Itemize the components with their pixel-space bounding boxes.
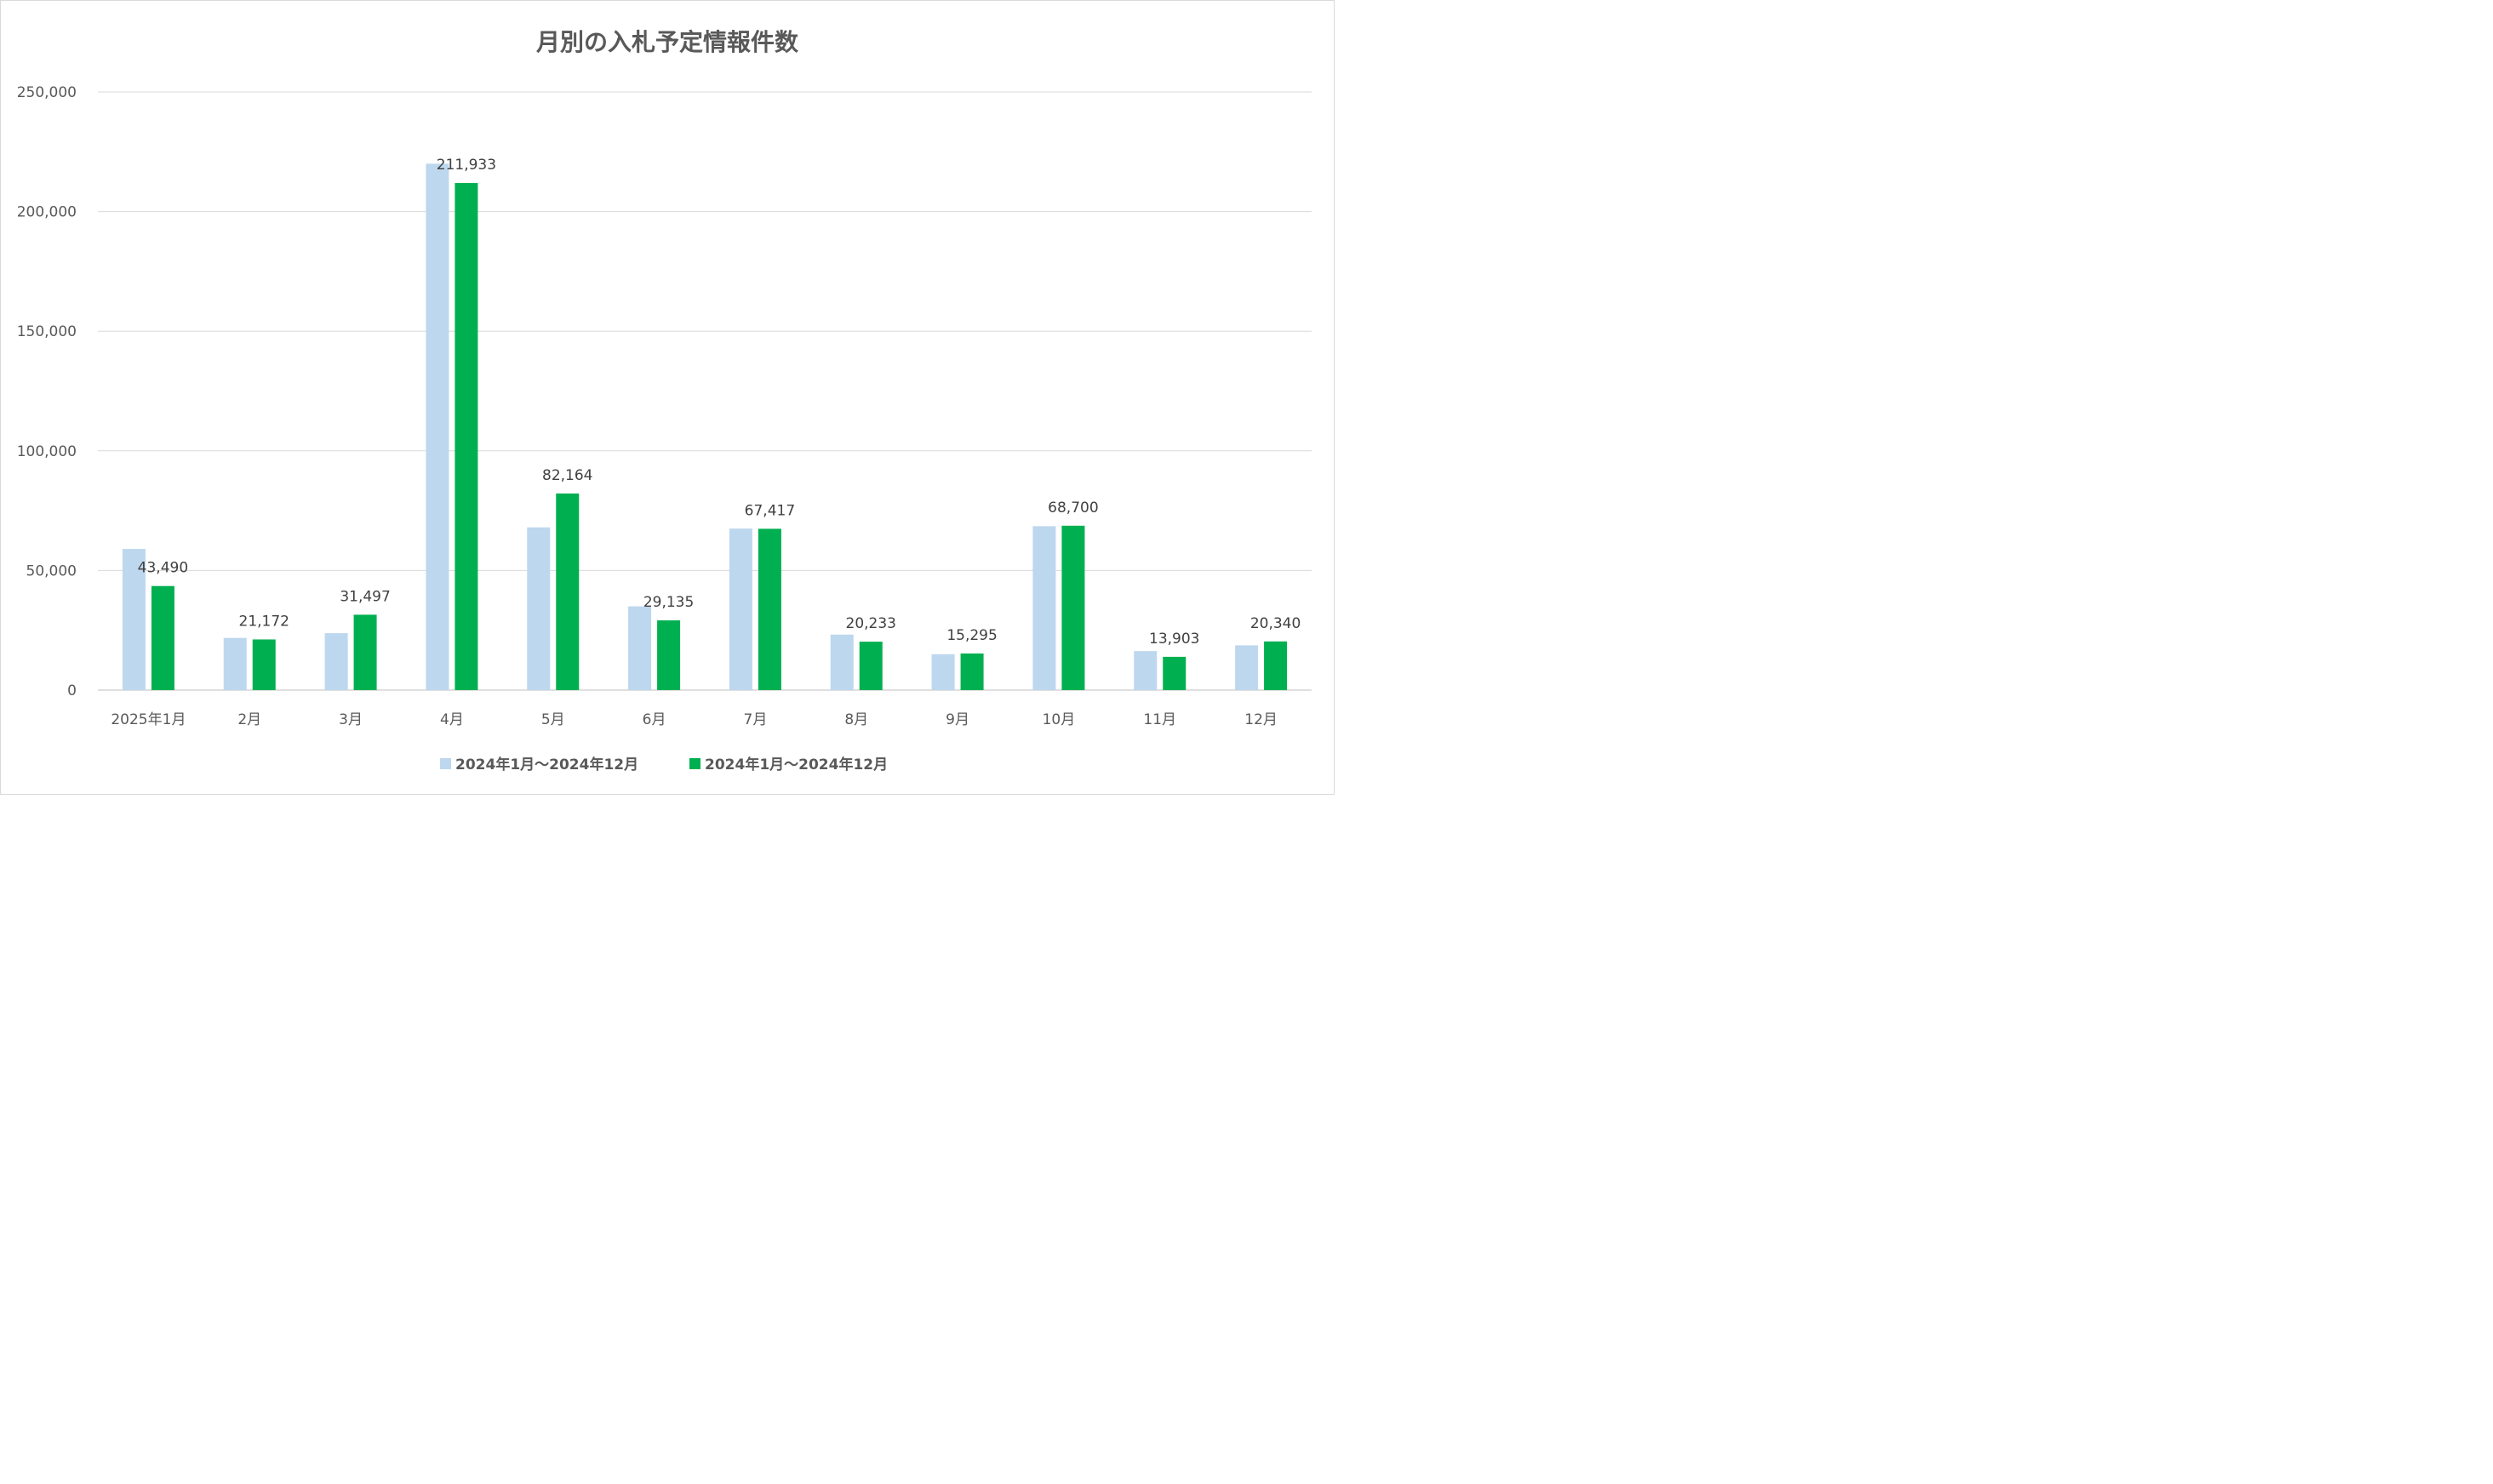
x-tick-label: 11月 [1143, 711, 1176, 728]
data-labels: 43,490 21,172 31,497 211,933 82,164 29,135 67,… [138, 157, 1301, 648]
bar-series-2 [455, 183, 478, 690]
legend-entry: 2024年1月～2024年12月 [705, 756, 888, 773]
bar-series-1 [527, 527, 551, 690]
bar-series-1 [1134, 651, 1158, 690]
chart-title: 月別の入札予定情報件数 [535, 28, 799, 56]
bar-series-1 [122, 549, 146, 690]
legend: 2024年1月～2024年12月 2024年1月～2024年12月 [440, 756, 888, 773]
gridlines [98, 91, 1312, 691]
x-tick-label: 4月 [440, 711, 464, 728]
bar-series-1 [223, 637, 247, 690]
bar-series-2 [1061, 525, 1085, 690]
x-tick-label: 2月 [237, 711, 261, 728]
y-tick-label: 200,000 [17, 204, 77, 221]
bar-series-2 [1163, 656, 1186, 690]
x-tick-label: 10月 [1043, 711, 1076, 728]
data-label: 211,933 [437, 157, 496, 174]
bar-series-1 [729, 528, 752, 690]
x-tick-label: 5月 [541, 711, 565, 728]
legend-swatch [689, 758, 700, 769]
y-tick-label: 150,000 [17, 323, 77, 340]
bar-series-2 [758, 528, 781, 690]
bar-series-2 [353, 614, 377, 690]
x-tick-label: 2025年1月 [111, 711, 186, 728]
bar-series-1 [324, 633, 348, 690]
x-tick-label: 3月 [339, 711, 363, 728]
data-label: 82,164 [542, 467, 592, 484]
data-label: 13,903 [1149, 631, 1199, 648]
bar-series-2 [252, 639, 276, 690]
chart-area: 月別の入札予定情報件数 0 50,000 100,000 150,000 200,000… [0, 0, 1335, 795]
x-tick-label: 12月 [1244, 711, 1278, 728]
bar-chart: 月別の入札予定情報件数 0 50,000 100,000 150,000 200,000… [17, 28, 1312, 773]
data-label: 15,295 [946, 627, 997, 644]
bars [122, 163, 1288, 691]
bar-series-1 [628, 606, 652, 690]
x-tick-label: 9月 [946, 711, 969, 728]
y-tick-label: 250,000 [17, 84, 77, 101]
bar-series-2 [657, 620, 681, 690]
x-tick-label: 8月 [844, 711, 868, 728]
y-tick-label: 100,000 [17, 443, 77, 460]
bar-series-2 [859, 642, 883, 690]
data-label: 31,497 [340, 588, 390, 605]
data-label: 21,172 [239, 613, 289, 630]
x-tick-label: 7月 [744, 711, 768, 728]
bar-series-2 [556, 493, 580, 690]
bar-series-1 [1235, 645, 1259, 690]
data-label: 43,490 [138, 560, 188, 577]
bar-series-2 [1264, 641, 1288, 690]
legend-swatch [440, 758, 451, 769]
data-label: 20,340 [1250, 615, 1301, 632]
data-label: 29,135 [643, 594, 694, 611]
data-label: 68,700 [1048, 499, 1098, 517]
y-axis-ticks: 0 50,000 100,000 150,000 200,000 250,000 [17, 84, 77, 699]
data-label: 67,417 [745, 502, 795, 519]
data-label: 20,233 [846, 615, 896, 632]
x-tick-label: 6月 [643, 711, 666, 728]
bar-series-1 [1032, 526, 1056, 690]
legend-entry: 2024年1月～2024年12月 [455, 756, 638, 773]
bar-series-1 [931, 654, 955, 690]
y-tick-label: 0 [67, 682, 77, 699]
bar-series-2 [151, 585, 174, 690]
bar-series-2 [960, 653, 984, 690]
bar-series-1 [426, 163, 449, 691]
y-tick-label: 50,000 [26, 562, 77, 579]
bar-series-1 [830, 634, 854, 690]
x-axis-ticks: 2025年1月 2月 3月 4月 5月 6月 7月 8月 9月 10月 11月 12月 [111, 711, 1278, 728]
